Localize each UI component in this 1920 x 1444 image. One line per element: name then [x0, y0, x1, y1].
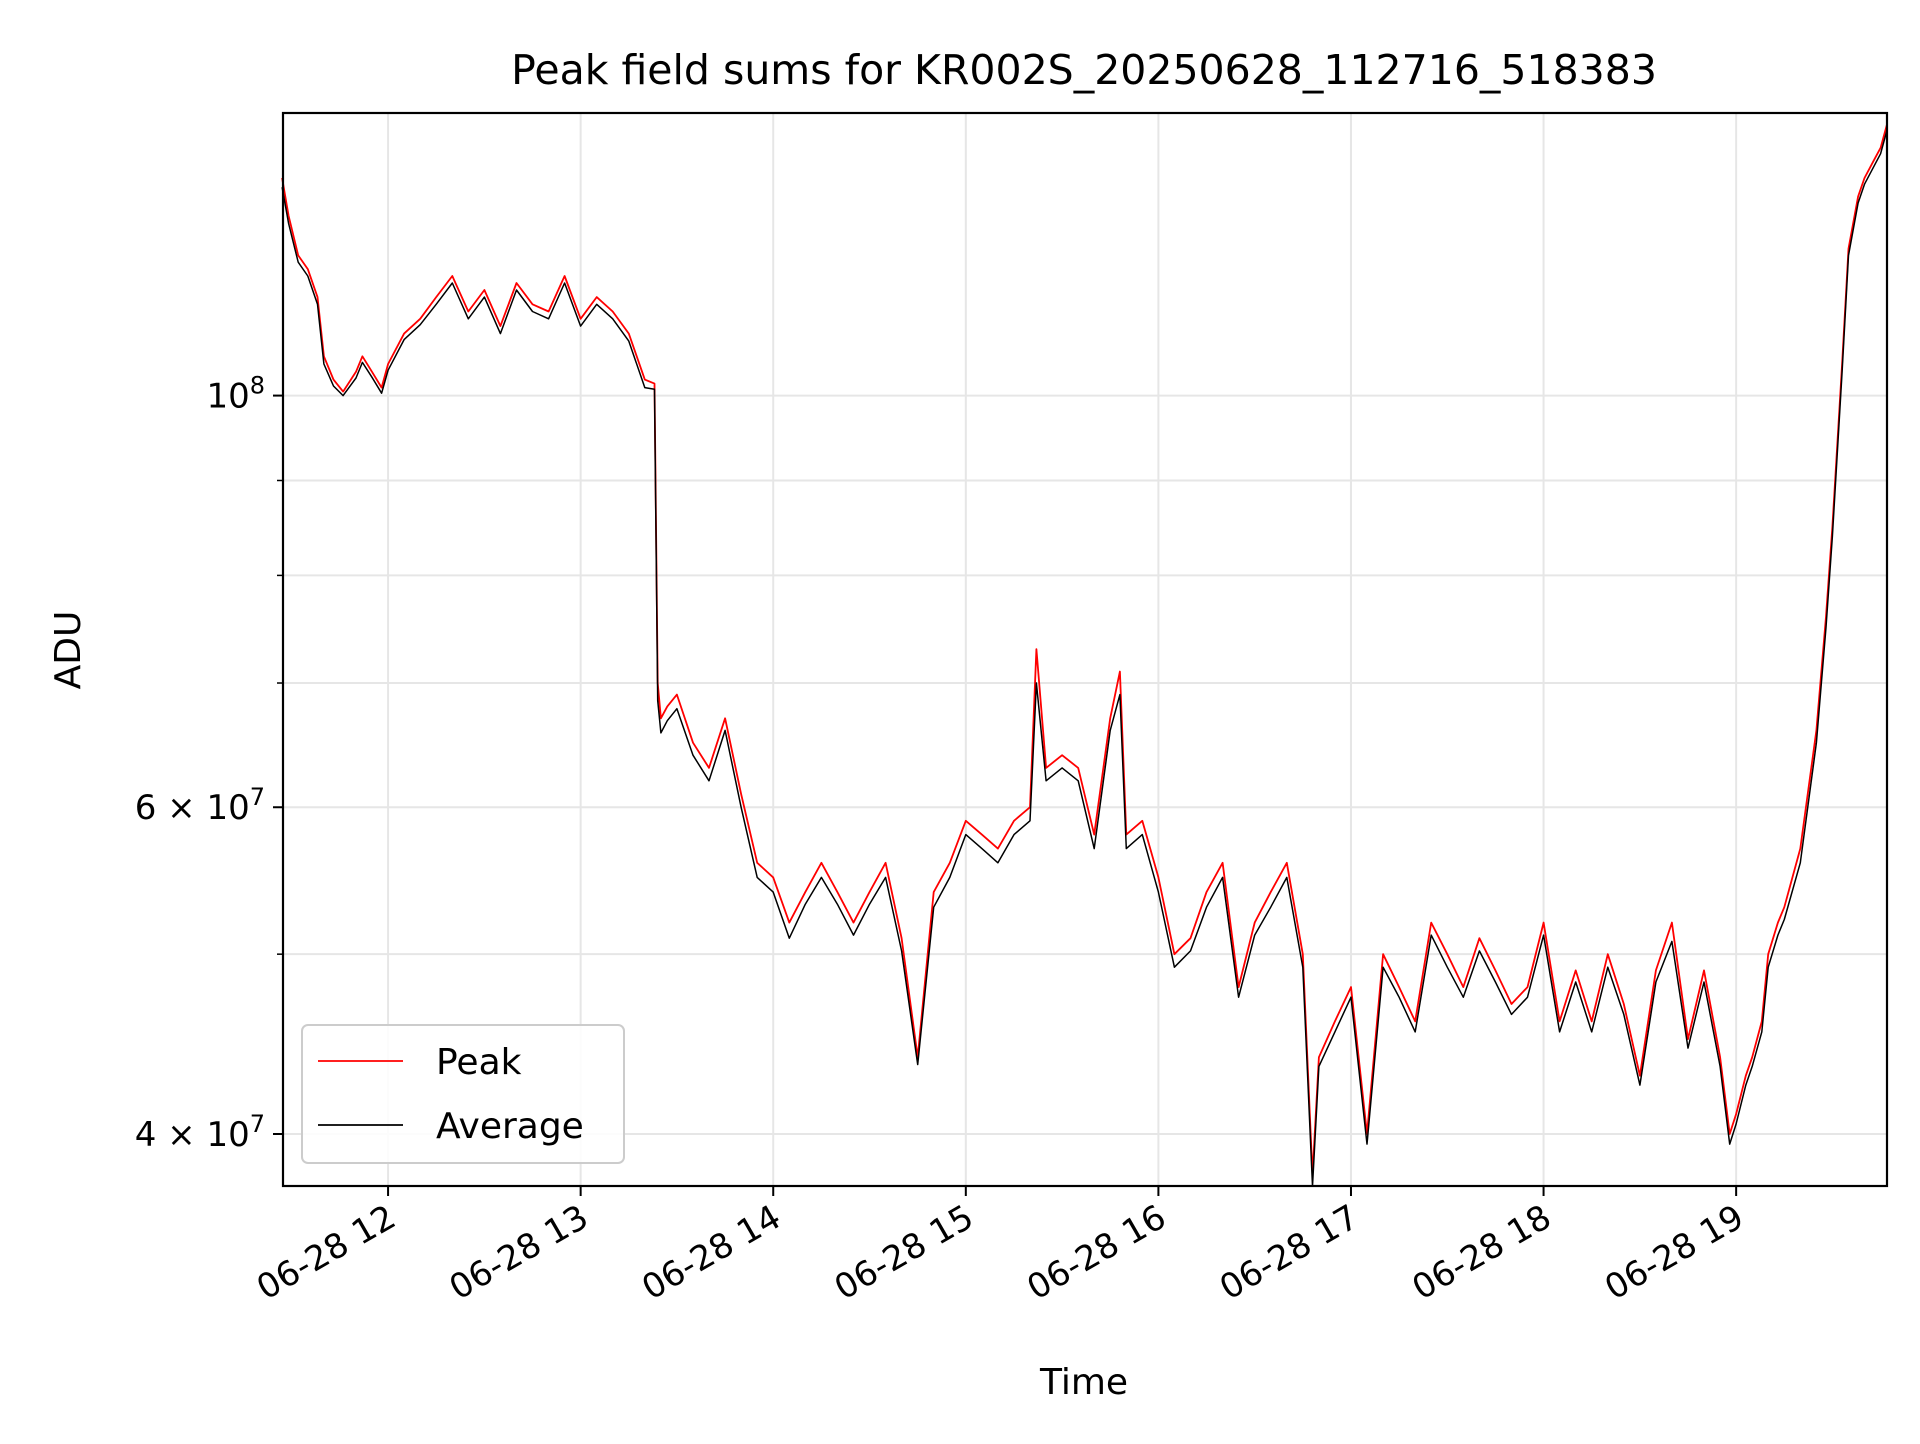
x-tick-label: 06-28 14: [635, 1197, 787, 1308]
x-axis-ticks: 06-28 12 06-28 13 06-28 14 06-28 15 06-28 16…: [250, 1186, 1751, 1308]
plot-lines: [281, 124, 1888, 1187]
x-tick-label: 06-28 18: [1406, 1197, 1558, 1308]
x-tick-label: 06-28 19: [1598, 1197, 1750, 1308]
x-tick-label: 06-28 15: [828, 1197, 980, 1308]
y-axis-label: ADU: [48, 611, 89, 690]
y-tick-label: 4 × 107: [135, 1110, 265, 1155]
x-tick-label: 06-28 16: [1021, 1197, 1173, 1308]
x-tick-label: 06-28 13: [443, 1197, 595, 1308]
legend-box: [301, 1024, 625, 1164]
legend-label-peak: Peak: [436, 1042, 522, 1083]
y-tick-label: 6 × 107: [135, 783, 265, 828]
legend-label-average: Average: [436, 1106, 584, 1147]
series-line-average: [281, 130, 1888, 1187]
y-tick-label: 108: [206, 372, 265, 417]
series-line-peak: [281, 124, 1888, 1177]
chart-title: Peak field sums for KR002S_20250628_1127…: [511, 46, 1657, 94]
legend: Peak Average: [301, 1024, 625, 1164]
x-tick-label: 06-28 17: [1213, 1197, 1365, 1308]
x-axis-label: Time: [1039, 1362, 1128, 1403]
y-axis-ticks: 4 × 107 6 × 107 108: [135, 372, 283, 1155]
plot-frame: [281, 111, 1889, 1188]
x-tick-label: 06-28 12: [250, 1197, 402, 1308]
